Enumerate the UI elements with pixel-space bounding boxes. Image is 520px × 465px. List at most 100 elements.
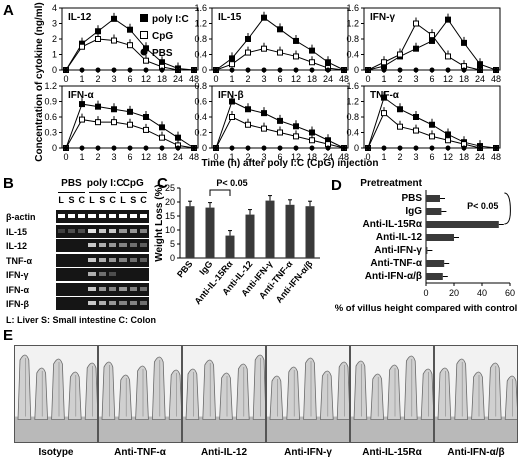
- villus: [504, 375, 517, 420]
- data-point: [381, 110, 387, 117]
- histology-caption: Anti-IL-15Rα: [362, 447, 422, 458]
- gel-row-label: IFN-β: [6, 299, 29, 309]
- y-tick-label: 1.2: [346, 97, 359, 107]
- villus: [67, 371, 82, 420]
- significance-label: P< 0.05: [467, 201, 498, 211]
- data-point: [159, 145, 165, 151]
- legend-marker: [140, 31, 148, 39]
- data-point: [293, 145, 299, 151]
- data-point: [127, 145, 133, 151]
- villus: [17, 354, 32, 420]
- panel-d-villus-chart: Pretreatment PBS IgG Anti-IL-15Rα Anti-IL-12…: [335, 178, 518, 314]
- x-tick-label: 48: [339, 152, 349, 162]
- x-tick-label: 48: [491, 74, 501, 84]
- legend-label: poly I:C: [152, 14, 189, 25]
- category-label: Anti-IL-12: [376, 232, 423, 243]
- gel-band: [129, 228, 137, 233]
- bar: [426, 247, 428, 254]
- villus: [118, 374, 133, 420]
- villus: [185, 368, 200, 420]
- x-tick-label: 6: [127, 152, 132, 162]
- y-tick-label: 10: [165, 225, 175, 235]
- tissue-base: [267, 416, 349, 442]
- gel-band: [88, 272, 96, 276]
- data-point: [429, 37, 435, 44]
- data-point: [175, 67, 181, 73]
- gel-band: [139, 257, 148, 262]
- data-point: [397, 67, 403, 73]
- gel-band: [129, 243, 137, 247]
- data-point: [79, 101, 85, 108]
- data-point: [175, 145, 181, 151]
- data-point: [159, 134, 165, 141]
- histology-image: [182, 345, 266, 443]
- gel-group-arrow: [88, 192, 116, 193]
- series-line: [367, 18, 497, 71]
- gel-group-arrow: [119, 192, 147, 193]
- y-tick-label: 0.8: [346, 112, 359, 122]
- category-label: PBS: [401, 193, 422, 204]
- tissue-drawing: [267, 357, 349, 442]
- data-point: [429, 133, 435, 140]
- data-point: [261, 45, 267, 52]
- tissue-drawing: [183, 354, 265, 442]
- data-point: [245, 106, 251, 113]
- villus: [252, 354, 265, 420]
- subplot-title: IFN-α: [68, 90, 94, 101]
- data-point: [445, 137, 451, 144]
- y-tick-label: 2: [52, 34, 57, 44]
- data-point: [79, 43, 85, 50]
- x-tick-label: 2: [95, 152, 100, 162]
- y-tick-label: 1: [52, 50, 57, 60]
- bar: [426, 208, 442, 215]
- histology-image: [434, 345, 518, 443]
- y-tick-label: 1.6: [194, 3, 207, 13]
- y-tick-label: 1.2: [194, 19, 207, 29]
- data-point: [293, 133, 299, 140]
- x-tick-label: 48: [491, 152, 501, 162]
- gel-band: [129, 257, 137, 262]
- y-tick-label: 0: [202, 65, 207, 75]
- villus: [319, 370, 334, 420]
- bar: [245, 214, 255, 258]
- data-point: [229, 145, 235, 151]
- data-point: [445, 145, 451, 151]
- data-point: [445, 53, 451, 60]
- gel-row-label: IFN-γ: [6, 270, 29, 280]
- gel-band: [57, 228, 65, 233]
- x-tick-label: 6: [127, 74, 132, 84]
- gel-lane-label: C: [78, 195, 85, 205]
- histology-caption: Isotype: [38, 447, 74, 458]
- y-tick-label: 0: [354, 143, 359, 153]
- x-tick-label: 40: [477, 288, 487, 298]
- x-tick-label: 0: [63, 74, 68, 84]
- data-point: [127, 67, 133, 73]
- category-label: Anti-IFN-α/β: [365, 271, 422, 282]
- data-point: [277, 49, 283, 56]
- subplot-title: IFN-β: [218, 90, 244, 101]
- gel-band: [109, 257, 117, 262]
- data-point: [461, 145, 467, 151]
- x-tick-label: 3: [413, 74, 418, 84]
- gel-row-label: IL-15: [6, 226, 28, 237]
- bar: [185, 206, 195, 258]
- data-point: [127, 26, 133, 33]
- x-tick-label: 18: [459, 74, 469, 84]
- tissue-drawing: [435, 358, 517, 442]
- data-point: [277, 117, 283, 124]
- x-tick-label: 18: [307, 74, 317, 84]
- data-point: [461, 67, 467, 73]
- y-tick-label: 0.8: [346, 34, 359, 44]
- gel-band: [119, 228, 127, 233]
- y-tick-label: 0: [170, 253, 175, 263]
- y-tick-label: 15: [165, 211, 175, 221]
- y-tick-label: 0.4: [346, 128, 359, 138]
- data-point: [191, 67, 197, 73]
- data-point: [95, 119, 101, 126]
- x-tick-label: 6: [277, 152, 282, 162]
- data-point: [95, 36, 101, 42]
- category-label: Anti-TNF-α: [370, 258, 423, 269]
